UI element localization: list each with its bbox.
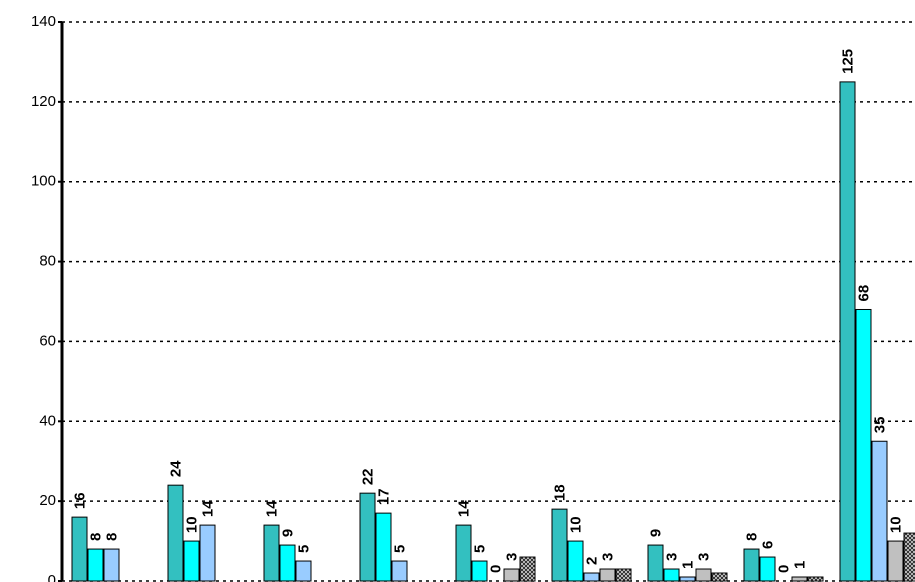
bar: [295, 560, 312, 582]
value-label: 8: [743, 533, 760, 541]
bar: [455, 524, 472, 582]
bar: [391, 560, 408, 582]
bar: [679, 576, 696, 582]
value-label: 5: [295, 545, 312, 553]
bar: [599, 568, 616, 582]
value-label: 68: [855, 285, 872, 302]
bar: [759, 556, 776, 582]
value-label: 9: [647, 529, 664, 537]
bar: [199, 524, 216, 582]
value-label: 17: [375, 488, 392, 505]
value-label: 22: [359, 468, 376, 485]
bar: [519, 556, 536, 582]
bar: [871, 440, 888, 582]
value-label: 14: [455, 500, 472, 517]
y-tick-label: 0: [48, 572, 56, 582]
bar: [647, 544, 664, 582]
value-label: 2: [583, 557, 600, 565]
bar: [87, 548, 104, 582]
bar: [807, 576, 824, 582]
bar: [711, 572, 728, 582]
value-label: 10: [183, 516, 200, 533]
value-label: 8: [103, 533, 120, 541]
bar: [903, 532, 915, 582]
value-label: 5: [471, 545, 488, 553]
value-label: 8: [87, 533, 104, 541]
value-label: 3: [695, 553, 712, 561]
y-tick-label: 140: [31, 13, 56, 30]
bar: [615, 568, 632, 582]
bar: [503, 568, 520, 582]
value-label: 125: [839, 49, 856, 74]
bar: [551, 508, 568, 582]
bar: [359, 492, 376, 582]
bar: [183, 540, 200, 582]
bar: [567, 540, 584, 582]
y-tick-label: 40: [39, 412, 56, 429]
value-label: 3: [599, 553, 616, 561]
bar: [695, 568, 712, 582]
value-label: 10: [567, 516, 584, 533]
bar: [71, 516, 88, 582]
value-label: 14: [199, 500, 216, 517]
value-label: 3: [503, 553, 520, 561]
bar: [839, 81, 856, 582]
value-label: 14: [263, 500, 280, 517]
y-tick-label: 100: [31, 173, 56, 190]
value-label: 35: [871, 417, 888, 434]
value-label: 16: [71, 492, 88, 509]
bar: [663, 568, 680, 582]
value-label: 1: [679, 561, 696, 569]
value-label: 5: [391, 545, 408, 553]
bar: [375, 512, 392, 582]
value-label: 1: [791, 561, 808, 569]
bar: [167, 484, 184, 582]
value-label: 18: [551, 484, 568, 501]
bar: [103, 548, 120, 582]
y-tick-label: 120: [31, 93, 56, 110]
y-tick-label: 20: [39, 492, 56, 509]
bar: [279, 544, 296, 582]
bar: [855, 308, 872, 582]
y-tick-label: 80: [39, 253, 56, 270]
value-label: 0: [775, 565, 792, 573]
value-label: 3: [663, 553, 680, 561]
bar: [471, 560, 488, 582]
value-label: 24: [167, 460, 184, 477]
bar: [887, 540, 904, 582]
y-tick-label: 60: [39, 332, 56, 349]
value-label: 0: [487, 565, 504, 573]
value-label: 9: [279, 529, 296, 537]
value-label: 10: [887, 516, 904, 533]
bar: [263, 524, 280, 582]
bar: [583, 572, 600, 582]
bar: [791, 576, 808, 582]
bar: [743, 548, 760, 582]
value-label: 6: [759, 541, 776, 549]
